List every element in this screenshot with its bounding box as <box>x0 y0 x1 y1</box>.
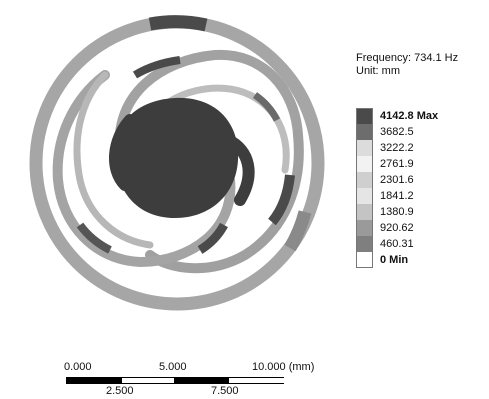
unit-label: Unit: mm <box>356 65 400 77</box>
legend-label: 460.31 <box>380 238 414 250</box>
legend-label: 1380.9 <box>380 206 414 218</box>
scale-bar: 0.000 5.000 10.000 (mm) 2.500 7.500 <box>64 358 324 398</box>
scale-label-bottom: 2.500 <box>106 385 134 397</box>
legend-label: 2301.6 <box>380 174 414 186</box>
scale-segment-white <box>122 377 174 384</box>
legend-label: 0 Min <box>380 254 409 266</box>
legend-label: 3222.2 <box>380 142 414 154</box>
outer-ring-highlight <box>148 15 208 32</box>
legend-label: 4142.8 Max <box>380 110 439 122</box>
legend-label: 1841.2 <box>380 190 414 202</box>
central-hub <box>114 97 239 218</box>
arm-highlight <box>132 56 181 79</box>
legend-label: 3682.5 <box>380 126 414 138</box>
legend-swatch <box>356 236 373 252</box>
scale-label-top: 5.000 <box>159 361 187 373</box>
scale-segment-black <box>66 377 122 384</box>
legend-swatch <box>356 252 373 268</box>
scale-label-top: 10.000 (mm) <box>252 361 315 373</box>
spiral-arm-lower <box>52 70 236 268</box>
legend-swatch <box>356 204 373 220</box>
scale-label-bottom: 7.500 <box>211 385 239 397</box>
outer-ring-highlight <box>284 210 312 252</box>
legend-swatch <box>356 220 373 236</box>
arm-highlight <box>268 174 295 226</box>
frequency-label: Frequency: 734.1 Hz <box>356 52 459 64</box>
scale-label-top: 0.000 <box>64 361 92 373</box>
result-info: Frequency: 734.1 Hz Unit: mm <box>356 52 458 78</box>
legend-swatch <box>356 108 373 124</box>
legend-label: 920.62 <box>380 222 414 234</box>
spiral-arm-right <box>145 130 304 274</box>
scale-segment-black <box>174 377 229 384</box>
legend-label: 2761.9 <box>380 158 414 170</box>
hub-lobe <box>222 134 255 206</box>
scale-segment-white <box>229 377 284 384</box>
arm-highlight <box>252 92 281 122</box>
arm-highlight <box>76 222 112 254</box>
legend-swatch <box>356 172 373 188</box>
legend-swatch <box>356 156 373 172</box>
hub-lobe <box>109 114 136 191</box>
spiral-arm-left-inner <box>73 71 154 249</box>
spiral-arm-upper <box>114 49 303 155</box>
legend-swatch <box>356 124 373 140</box>
arm-highlight <box>197 222 228 254</box>
legend-swatch <box>356 188 373 204</box>
legend-swatch <box>356 140 373 156</box>
